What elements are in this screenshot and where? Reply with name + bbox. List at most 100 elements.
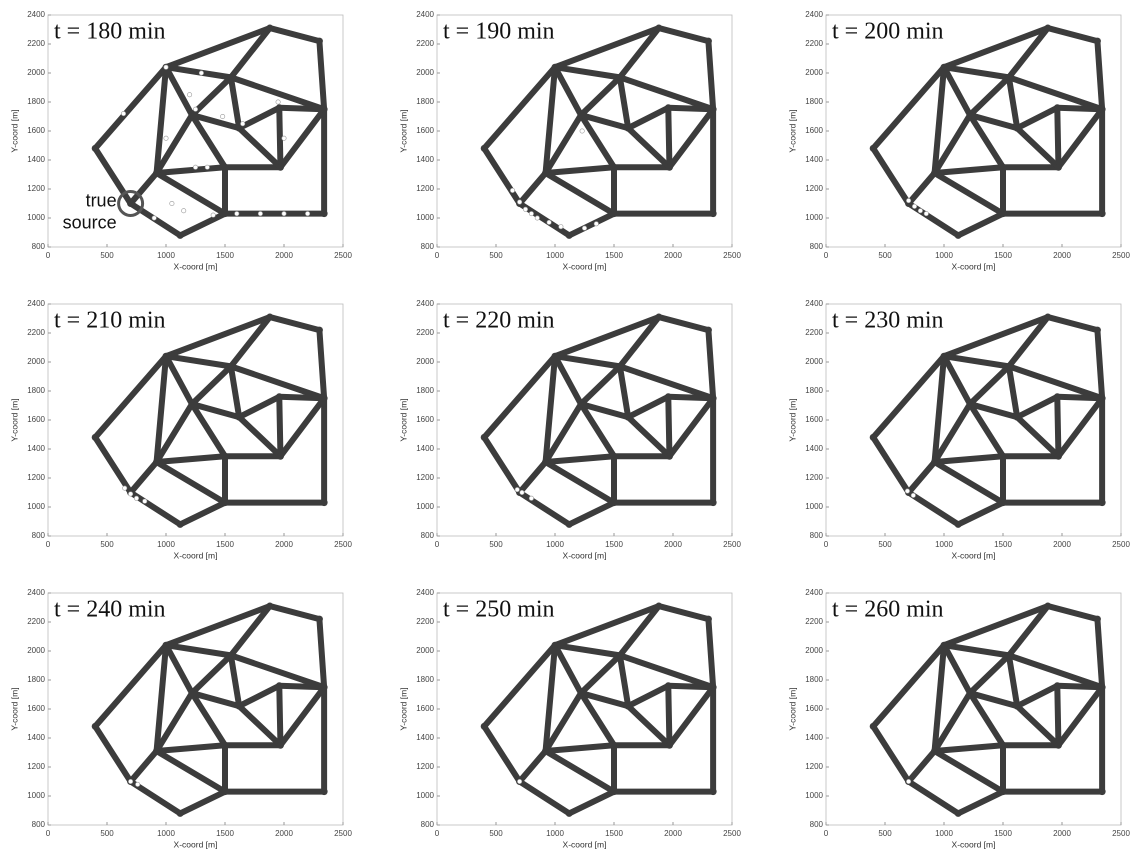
pipe	[1005, 652, 1106, 691]
x-tick-label: 2000	[664, 540, 682, 549]
pipe	[577, 401, 617, 460]
y-tick-label: 1600	[27, 126, 45, 135]
x-tick-label: 2500	[723, 829, 741, 838]
y-tick-label: 2400	[416, 299, 434, 308]
pipe	[905, 778, 962, 817]
candidate-source	[257, 211, 263, 217]
candidate-source	[517, 199, 523, 205]
junction	[266, 313, 274, 321]
pipe	[177, 788, 228, 817]
pipe	[616, 652, 717, 691]
panel-title: t = 220 min	[443, 308, 555, 334]
pipe	[481, 145, 523, 207]
pipe	[188, 401, 243, 421]
junction	[610, 210, 618, 218]
pipe	[955, 210, 1006, 239]
y-tick-label: 2000	[805, 646, 823, 655]
pipe	[127, 748, 160, 785]
junction	[542, 458, 550, 466]
pipe	[1005, 652, 1021, 710]
candidate-source	[204, 164, 210, 170]
junction	[235, 413, 243, 421]
pipe	[1005, 314, 1051, 370]
pipe	[1014, 125, 1062, 171]
pipe	[1054, 104, 1062, 171]
y-tick-label: 800	[32, 820, 46, 829]
panel-title: t = 250 min	[443, 597, 555, 623]
pipe	[516, 489, 573, 528]
y-tick-label: 1800	[805, 675, 823, 684]
pipe	[905, 200, 962, 239]
x-tick-label: 2000	[275, 251, 293, 260]
pipe	[188, 690, 243, 710]
panel-title: t = 180 min	[54, 19, 166, 45]
source-label: true	[86, 190, 117, 210]
pipe	[516, 748, 549, 785]
y-tick-label: 1200	[805, 184, 823, 193]
y-tick-label: 2400	[27, 10, 45, 19]
candidate-source	[151, 215, 157, 221]
x-tick-label: 500	[100, 251, 114, 260]
pipe	[577, 74, 623, 119]
x-axis-label: X-coord [m]	[952, 261, 996, 271]
candidate-source	[210, 212, 216, 218]
junction	[999, 163, 1007, 171]
y-tick-label: 2200	[27, 328, 45, 337]
y-axis-label: Y-coord [m]	[787, 398, 797, 441]
pipe	[966, 652, 1012, 697]
x-tick-label: 2500	[723, 540, 741, 549]
junction	[176, 809, 184, 817]
junction	[227, 73, 235, 81]
junction	[709, 788, 717, 796]
pipe	[931, 164, 1006, 177]
junction	[320, 210, 328, 218]
y-tick-label: 1000	[805, 213, 823, 222]
pipe	[481, 64, 558, 152]
junction	[709, 499, 717, 507]
pipe	[163, 642, 195, 697]
junction	[153, 458, 161, 466]
panel-title: t = 190 min	[443, 19, 555, 45]
pipe	[1054, 393, 1062, 460]
pipe	[542, 748, 617, 795]
pipe	[577, 401, 632, 421]
junction	[577, 111, 585, 119]
pipe	[153, 453, 228, 466]
y-axis-label: Y-coord [m]	[9, 109, 19, 152]
x-tick-label: 2500	[334, 251, 352, 260]
candidate-source	[581, 225, 587, 231]
pipe	[552, 64, 584, 119]
pipe	[188, 401, 228, 460]
pipe	[163, 64, 195, 119]
pipe	[552, 603, 662, 649]
pipe	[931, 64, 947, 177]
panel: 0 500 1000 1500 2000 2500 800 1000 1200 1400 1600 1…	[9, 299, 352, 560]
pipe	[153, 748, 228, 795]
pipe	[616, 25, 662, 81]
pipe	[552, 642, 584, 697]
junction	[1053, 104, 1061, 112]
candidate-source	[519, 489, 525, 495]
pipe	[481, 723, 523, 785]
junction	[709, 394, 717, 402]
y-tick-label: 800	[810, 820, 824, 829]
junction	[221, 210, 229, 218]
y-axis-label: Y-coord [m]	[9, 398, 19, 441]
junction	[1053, 682, 1061, 690]
pipe	[188, 690, 228, 749]
y-tick-label: 2000	[805, 357, 823, 366]
y-tick-label: 800	[421, 242, 435, 251]
junction	[999, 788, 1007, 796]
x-tick-label: 500	[878, 540, 892, 549]
candidate-source	[187, 92, 193, 98]
pipe	[481, 434, 523, 496]
y-tick-label: 800	[32, 531, 46, 540]
candidate-source	[181, 208, 187, 214]
pipe	[227, 652, 243, 710]
y-tick-label: 1200	[416, 184, 434, 193]
junction	[954, 231, 962, 239]
junction	[616, 651, 624, 659]
junction	[616, 73, 624, 81]
panel: 0 500 1000 1500 2000 2500 800 1000 1200 1400 1600 1…	[398, 10, 741, 271]
pipe	[236, 393, 283, 421]
